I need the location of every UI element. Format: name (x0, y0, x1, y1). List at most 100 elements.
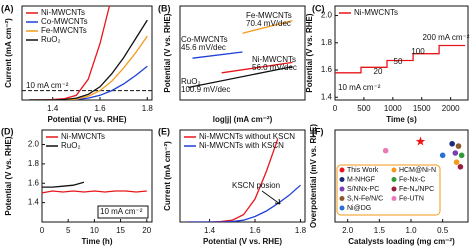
x-tick-label: 500 (357, 104, 371, 113)
legend-swatch (391, 167, 397, 173)
plot-frame (334, 129, 469, 223)
x-tick-label: 0.5 (437, 226, 449, 235)
x-axis-title: log|j| (mA cm⁻²) (213, 115, 273, 124)
plot-area (382, 136, 465, 170)
series-line (192, 51, 243, 59)
panel-label: (A) (1, 3, 14, 13)
series-label: Fe-MWCNTs (246, 11, 292, 20)
legend-label: This Work (347, 167, 379, 174)
legend-label: S/NNx-PC (347, 186, 379, 193)
annotation: 10 mA cm⁻² (100, 207, 143, 216)
annotation-arrow (261, 190, 281, 205)
x-tick-label: 1500 (413, 104, 431, 113)
panel-label: (F) (312, 126, 324, 136)
x-tick-label: 1.4 (204, 226, 216, 235)
point (453, 159, 460, 165)
legend-swatch (391, 196, 397, 201)
series-line (242, 19, 293, 34)
annotation: 100 (411, 47, 425, 56)
panel-label: (B) (158, 3, 171, 13)
series-line (186, 184, 301, 222)
y-tick-label: 1.8 (28, 159, 40, 168)
x-tick-label: 0 (40, 226, 45, 235)
x-tick-label: 2.0 (342, 226, 354, 235)
legend-swatch (391, 186, 397, 192)
y-tick-label: 1.8 (321, 38, 333, 47)
point (455, 143, 462, 149)
legend-label: Fe-UTN (399, 195, 424, 202)
y-tick-label: 1.6 (321, 65, 333, 74)
legend-label: RuO₂ (61, 141, 81, 150)
legend-swatch (339, 167, 345, 173)
legend-label: Ni-MWCNTs with KSCN (199, 141, 284, 150)
legend-label: Fe-MWCNTs (41, 26, 87, 35)
legend-label: M-NHGF (347, 176, 375, 183)
x-axis-title: Potential (V vs. RHE) (47, 115, 126, 124)
point (452, 150, 459, 156)
x-tick-label: 20 (142, 226, 151, 235)
point (439, 152, 446, 159)
legend-swatch (391, 177, 397, 182)
x-tick-label: 1.0 (405, 226, 417, 235)
series-line (29, 35, 148, 100)
legend-label: HCM@Ni-N (399, 167, 436, 174)
y-tick-label: 2.0 (321, 11, 333, 20)
plot-area (42, 181, 147, 194)
slope-label: 45.6 mV/dec (181, 43, 226, 52)
panel-label: (D) (1, 126, 14, 136)
legend-label: Ni@DG (347, 205, 371, 212)
y-axis-title: Overpotential (mV vs. RHE) (309, 124, 318, 228)
x-tick-label: 1.4 (47, 104, 59, 113)
series-line (42, 190, 147, 194)
x-tick-label: 1.8 (142, 104, 154, 113)
y-axis-title: Current (mA cm⁻²) (4, 18, 13, 88)
x-axis-title: Time (h) (82, 237, 113, 246)
panel-label: (E) (158, 126, 170, 136)
x-tick-label: 0 (333, 104, 338, 113)
x-tick-label: 1.6 (94, 104, 106, 113)
plot-area (186, 138, 301, 222)
plot-frame (21, 5, 153, 101)
plot-frame (179, 5, 306, 101)
series-line (335, 44, 466, 74)
y-tick-label: 1.4 (28, 198, 40, 207)
annotation: 20 (374, 67, 383, 76)
x-tick-label: 1.5 (374, 226, 386, 235)
y-axis-title: Potential (V vs. RHE) (163, 13, 172, 92)
y-tick-label: 1.4 (321, 92, 333, 101)
legend-swatch (339, 186, 345, 192)
x-axis-title: Catalysts loading (mg cm⁻²) (348, 237, 455, 246)
legend-swatch (339, 196, 345, 201)
x-tick-label: 1000 (384, 104, 402, 113)
legend-label: S,N-Fe/N/C (347, 195, 383, 202)
slope-label: 70.4 mV/dec (246, 19, 291, 28)
legend-label: Ni-MWCNTs (354, 8, 398, 17)
plot-frame (334, 5, 469, 101)
slope-label: 100.9 mV/dec (181, 85, 230, 94)
plot-area (29, 6, 148, 100)
legend-frame (336, 164, 441, 216)
series-line (188, 65, 293, 89)
plot-area (188, 19, 293, 89)
plot-frame (179, 129, 306, 223)
x-axis-title: Time (s) (386, 115, 417, 124)
x-tick-label: 1.8 (295, 226, 307, 235)
y-axis-title: Potential (V vs. RHE) (4, 136, 13, 215)
annotation-box (97, 205, 149, 219)
series-label: Ni-MWCNTs (252, 55, 296, 64)
series-line (29, 65, 148, 100)
plot-frame (41, 129, 153, 223)
x-axis-title: Potential (V vs. RHE) (203, 237, 282, 246)
legend-label: Co-MWCNTs (41, 17, 88, 26)
annotation: 10 mA cm⁻² (338, 83, 381, 92)
legend-swatch (339, 205, 345, 211)
legend-label: RuO₂ (41, 35, 61, 44)
y-axis-title: Potential (V vs. RHE) (305, 13, 314, 92)
y-tick-label: 2.0 (28, 140, 40, 149)
y-axis-title: Current (mA cm⁻²) (163, 141, 172, 211)
series-line (29, 19, 148, 100)
x-tick-label: 2000 (442, 104, 460, 113)
x-tick-label: 10 (90, 226, 99, 235)
legend-label: Fe-Nx-C (399, 176, 425, 183)
